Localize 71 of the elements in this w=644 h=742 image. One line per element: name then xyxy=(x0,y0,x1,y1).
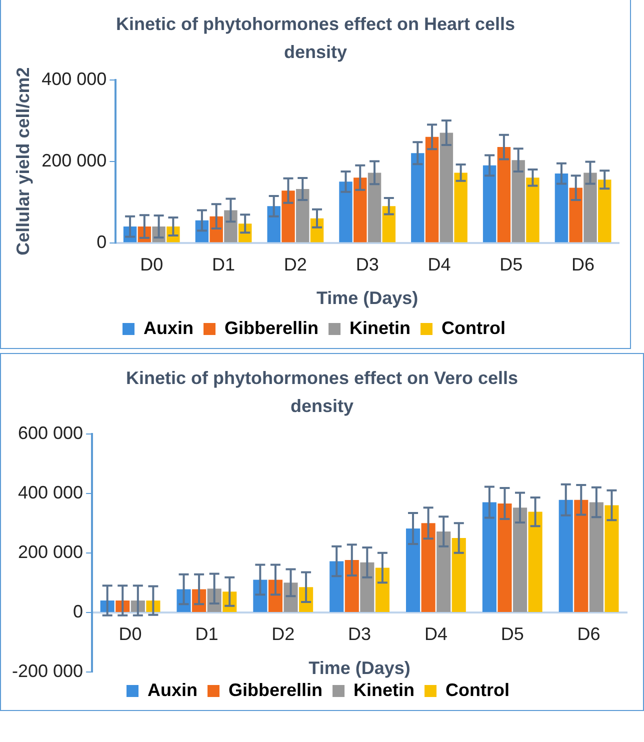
bar xyxy=(554,174,568,242)
x-tick-label: D0 xyxy=(118,624,142,644)
y-tick-label: 0 xyxy=(96,232,107,252)
legend-label: Auxin xyxy=(148,680,198,700)
bar xyxy=(368,172,382,242)
legend-label: Auxin xyxy=(144,318,194,338)
bar xyxy=(584,172,597,242)
x-tick-label: D2 xyxy=(272,624,295,644)
x-tick-label: D1 xyxy=(212,254,236,275)
bar xyxy=(528,512,542,612)
bar xyxy=(558,500,573,612)
bar xyxy=(360,562,374,612)
bar xyxy=(375,568,390,612)
bar xyxy=(267,206,280,242)
legend-label: Gibberellin xyxy=(224,318,319,338)
bar xyxy=(224,210,238,242)
bar xyxy=(569,188,582,242)
x-tick-label: D3 xyxy=(348,624,372,644)
x-tick-label: D3 xyxy=(356,254,379,275)
bar xyxy=(440,132,454,242)
chart-title: Kinetic of phytohormones effect on Vero cells density xyxy=(124,367,520,418)
x-tick-label: D6 xyxy=(577,624,600,644)
bar xyxy=(406,528,420,612)
bar xyxy=(598,180,612,242)
bar xyxy=(604,505,619,612)
x-tick-label: D4 xyxy=(428,254,451,275)
y-tick-label: -200 000 xyxy=(12,660,84,681)
bar xyxy=(482,165,496,242)
bar xyxy=(330,561,344,612)
y-tick-label: 200 000 xyxy=(42,150,107,170)
bar xyxy=(344,560,359,612)
x-axis-title: Time (Days) xyxy=(308,658,410,678)
legend-label: Control xyxy=(442,318,506,338)
bar xyxy=(454,172,468,242)
y-tick-label: 200 000 xyxy=(18,542,84,562)
legend-label: Kinetin xyxy=(350,318,411,338)
y-tick-label: 400 000 xyxy=(42,68,107,89)
bar xyxy=(498,503,512,612)
x-tick-label: D5 xyxy=(500,624,524,644)
x-tick-label: D2 xyxy=(284,254,307,275)
bar xyxy=(425,136,439,242)
legend-label: Gibberellin xyxy=(228,680,323,700)
bar xyxy=(339,182,352,242)
bar xyxy=(526,178,540,242)
legend-label: Kinetin xyxy=(354,680,415,700)
bar xyxy=(436,531,451,612)
bar xyxy=(497,147,511,242)
bar xyxy=(354,178,367,242)
bar xyxy=(411,153,424,242)
bar xyxy=(574,500,588,612)
x-tick-label: D5 xyxy=(500,254,523,275)
chart-title: Kinetic of phytohormones effect on Heart cells density xyxy=(114,13,516,64)
y-tick-label: 0 xyxy=(73,601,84,622)
y-axis-title: Cellular yield cell/cm2 xyxy=(12,67,33,256)
y-tick-label: 400 000 xyxy=(18,482,84,502)
bar xyxy=(512,160,525,242)
x-tick-label: D6 xyxy=(572,254,595,275)
x-axis-title: Time (Days) xyxy=(316,288,418,308)
bar xyxy=(452,538,466,612)
x-tick-label: D1 xyxy=(195,624,218,644)
bar xyxy=(382,206,396,242)
bar xyxy=(421,523,436,612)
bar xyxy=(589,502,604,612)
y-tick-label: 600 000 xyxy=(18,422,84,443)
bar xyxy=(512,508,528,612)
legend-label: Control xyxy=(446,680,510,700)
x-tick-label: D4 xyxy=(424,624,448,644)
bar xyxy=(482,502,496,612)
x-tick-label: D0 xyxy=(140,254,164,275)
bar xyxy=(296,189,310,242)
bar xyxy=(282,190,295,242)
